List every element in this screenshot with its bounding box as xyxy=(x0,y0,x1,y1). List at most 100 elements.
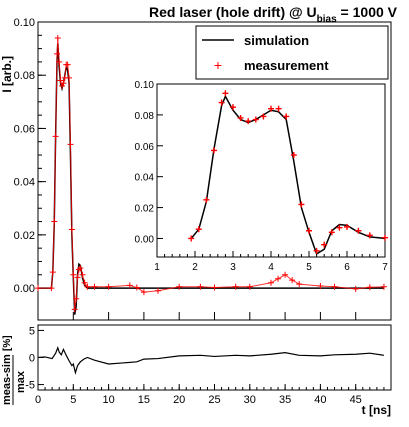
inset-xtick-label: 5 xyxy=(306,262,312,273)
legend-measurement-label: measurement xyxy=(244,58,329,73)
inset-measurement-point xyxy=(188,235,195,242)
residual-ytick-label: 5 xyxy=(29,325,35,337)
inset-measurement-point xyxy=(328,229,335,236)
main-measurement-point xyxy=(77,265,84,272)
main-measurement-point xyxy=(56,58,63,65)
inset-measurement-point xyxy=(313,247,320,254)
main-measurement-point xyxy=(79,271,86,278)
main-measurement-point xyxy=(60,80,67,87)
main-measurement-point xyxy=(366,284,373,291)
inset-measurement-point xyxy=(366,232,373,239)
inset-xtick-label: 4 xyxy=(268,262,274,273)
main-measurement-point xyxy=(57,77,64,84)
main-measurement-point xyxy=(91,283,98,290)
residual-xtick-label: 45 xyxy=(350,394,362,406)
main-measurement-point xyxy=(66,74,73,81)
inset-xtick-label: 6 xyxy=(344,262,350,273)
inset-measurement-point xyxy=(382,234,388,241)
main-measurement-point xyxy=(105,283,112,290)
residual-ytick-label: -5 xyxy=(25,380,35,392)
inset-measurement-point xyxy=(306,227,312,234)
inset-measurement-point xyxy=(355,227,362,234)
residual-series xyxy=(37,345,385,375)
main-measurement-point xyxy=(52,133,59,140)
residual-xtick-label: 15 xyxy=(138,394,150,406)
main-measurement-point xyxy=(197,283,204,290)
inset-measurement-point xyxy=(230,104,236,111)
main-ytick-label: 0.04 xyxy=(14,177,35,189)
main-ytick-label: 0.10 xyxy=(14,17,35,29)
inset-axes: 0.00 0.02 0.04 0.06 0.08 0.10 1 2 3 4 5 6 7 xyxy=(135,80,389,273)
main-measurement-point xyxy=(232,283,239,290)
residual-xtick-label: 30 xyxy=(244,394,256,406)
main-measurement-point xyxy=(51,218,58,225)
legend-simulation-label: simulation xyxy=(244,33,309,48)
inset-measurement-point xyxy=(336,224,343,231)
legend-frame xyxy=(195,25,389,80)
main-ylabel: I [arb.] xyxy=(0,56,14,93)
inset-measurement-point xyxy=(203,196,210,203)
main-measurement-point xyxy=(380,283,387,290)
residual-ylabel-unit: [%] xyxy=(2,335,13,351)
title-main: Red laser (hole drift) @ U xyxy=(149,4,317,20)
main-measurement-point xyxy=(133,284,140,291)
inset-measurement-point xyxy=(290,152,297,159)
main-measurement-point xyxy=(54,34,61,41)
main-measurement-point xyxy=(155,287,162,294)
inset-measurement-point xyxy=(260,113,267,120)
main-ytick-label: 0.02 xyxy=(14,230,35,242)
residual-ylabel-bottom: max xyxy=(15,370,27,393)
main-measurement-point xyxy=(289,277,296,284)
title-sub: bias xyxy=(317,14,337,25)
main-measurement-point xyxy=(49,269,56,276)
inset-measurement-point xyxy=(237,114,244,121)
inset-measurement-point xyxy=(218,99,225,106)
chart-title: Red laser (hole drift) @ Ubias = 1000 V xyxy=(149,4,398,25)
inset-measurement-point xyxy=(283,113,290,120)
main-measurement-point xyxy=(35,285,41,292)
inset-ytick-label: 0.02 xyxy=(135,204,155,215)
title-tail: = 1000 V xyxy=(337,4,398,20)
inset-measurement-point xyxy=(321,241,328,248)
main-measurement-point xyxy=(352,285,359,292)
residual-xtick-label: 40 xyxy=(314,394,326,406)
main-measurement-point xyxy=(282,271,289,278)
main-axes: 0.00 0.02 0.04 0.06 0.08 0.10 xyxy=(14,17,357,320)
main-measurement-point xyxy=(126,282,133,289)
residual-xtick-label: 0 xyxy=(35,394,41,406)
inset-ytick-label: 0.00 xyxy=(135,234,155,245)
inset-xtick-label: 3 xyxy=(230,262,236,273)
main-measurement-point xyxy=(176,283,183,290)
legend: simulation + measurement xyxy=(195,25,389,80)
main-measurement-point xyxy=(211,284,218,291)
main-ytick-label: 0.08 xyxy=(14,70,35,82)
residual-xtick-label: 10 xyxy=(102,394,114,406)
residual-ylabel: meas-sim max [%] xyxy=(1,335,27,405)
main-measurement-point xyxy=(246,283,253,290)
main-measurement-point xyxy=(71,306,78,313)
residual-plot-frame xyxy=(37,324,392,391)
main-measurement-point xyxy=(267,279,274,286)
main-ytick-label: 0.06 xyxy=(14,123,35,135)
main-measurement-point xyxy=(48,285,55,292)
residual-xtick-label: 25 xyxy=(208,394,220,406)
inset-simulation-line xyxy=(190,94,386,256)
inset-measurement-point xyxy=(268,105,274,112)
residual-xtick-label: 20 xyxy=(173,394,185,406)
inset-measurement-point xyxy=(275,105,282,112)
main-measurement-point xyxy=(75,266,82,273)
inset-xtick-label: 7 xyxy=(382,262,388,273)
inset-ytick-label: 0.10 xyxy=(135,80,155,91)
inset-ytick-label: 0.04 xyxy=(135,173,155,184)
residual-xtick-label: 35 xyxy=(279,394,291,406)
main-measurement-point xyxy=(296,281,303,288)
main-ytick-label: 0.00 xyxy=(14,283,35,295)
residual-xtick-label: 5 xyxy=(70,394,76,406)
main-measurement-point xyxy=(317,282,324,289)
residual-ylabel-top: meas-sim xyxy=(1,354,13,405)
main-measurement-point xyxy=(275,275,282,282)
main-measurement-point xyxy=(140,289,147,296)
legend-measurement-swatch: + xyxy=(214,57,222,73)
